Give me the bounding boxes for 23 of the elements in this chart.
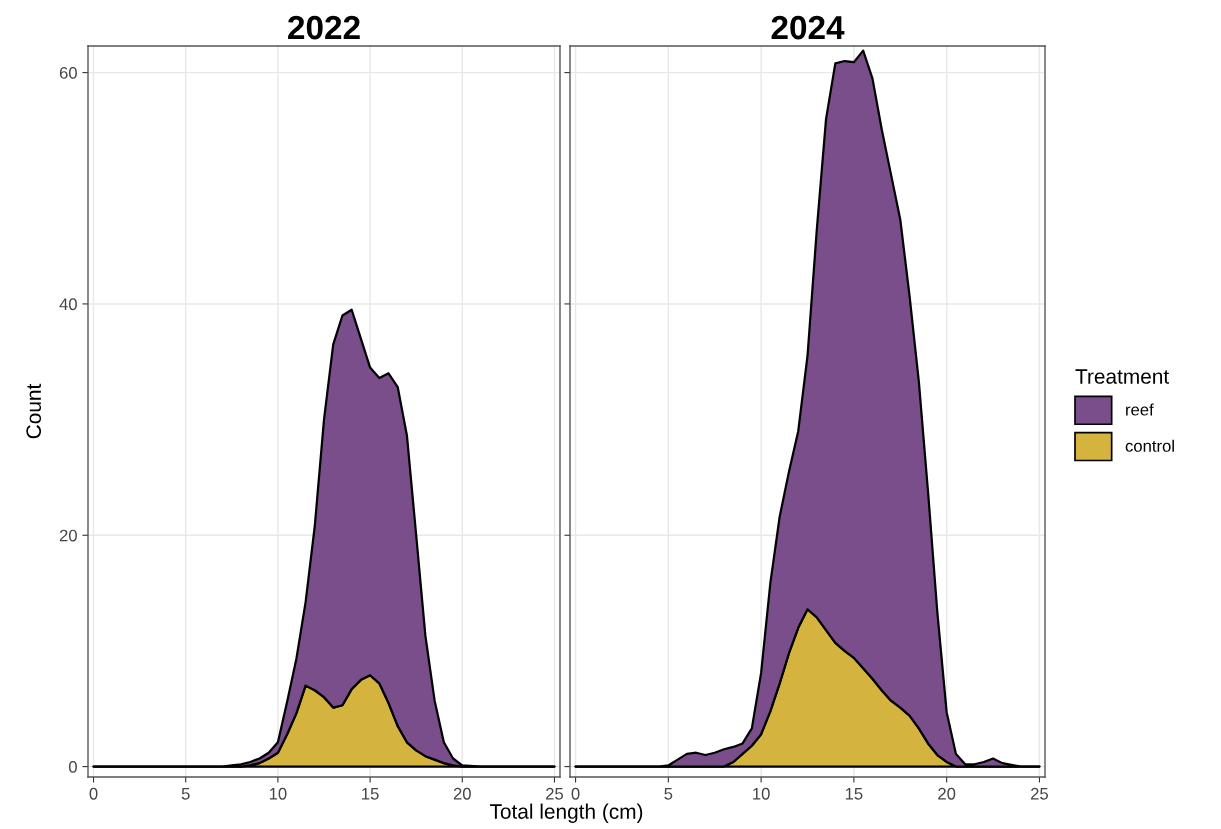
legend-title: Treatment (1075, 369, 1170, 384)
x-tick-label: 10 (753, 787, 770, 800)
x-tick-label: 20 (453, 787, 471, 800)
legend-label: reef (1126, 403, 1154, 416)
x-axis-title: Total length (cm) (489, 803, 643, 823)
y-tick-label: 20 (59, 529, 77, 542)
x-tick-label: 0 (89, 787, 98, 800)
x-tick-label: 25 (546, 787, 564, 800)
y-tick-label: 60 (59, 67, 77, 79)
x-tick-label: 5 (181, 788, 190, 800)
chart-title: 2024 (771, 15, 845, 40)
x-tick-label: 15 (845, 788, 863, 800)
x-tick-label: 10 (269, 787, 287, 800)
y-tick-label: 40 (59, 298, 77, 311)
y-tick-label: 0 (68, 760, 77, 773)
y-axis-title: Count (26, 383, 42, 439)
legend-label: control (1125, 439, 1174, 452)
chart-title: 2022 (288, 15, 360, 40)
x-tick-label: 15 (362, 788, 379, 800)
x-tick-label: 0 (571, 787, 580, 800)
x-tick-label: 25 (1031, 787, 1048, 800)
x-tick-label: 5 (664, 788, 673, 800)
x-tick-label: 20 (938, 787, 956, 800)
